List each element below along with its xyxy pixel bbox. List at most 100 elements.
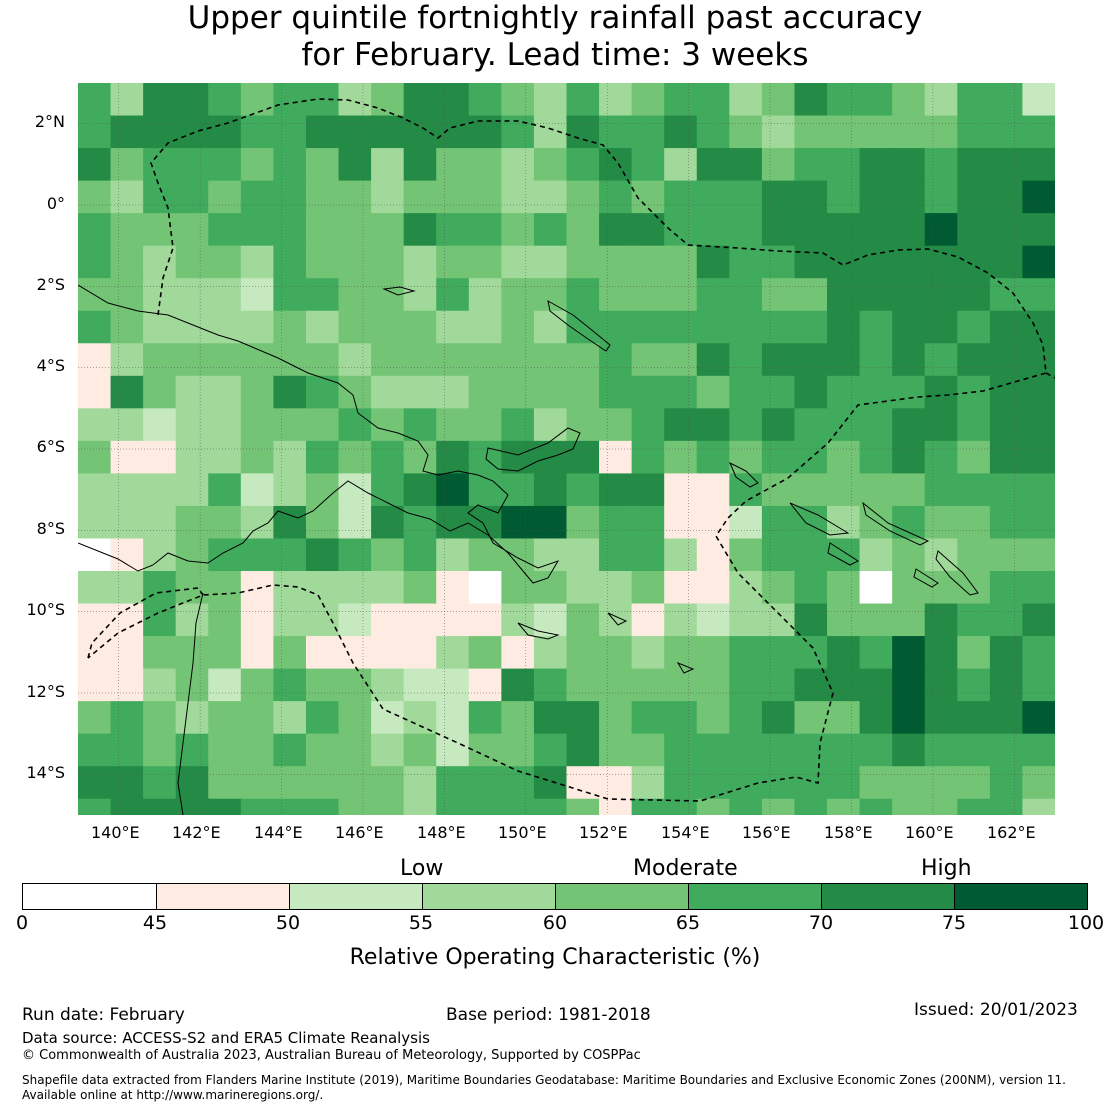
grid-cell [338,473,372,507]
grid-cell [794,701,828,735]
grid-cell [892,148,926,182]
grid-cell [273,603,307,637]
rainfall-accuracy-map[interactable] [78,83,1055,815]
grid-cell [273,733,307,767]
grid-cell [989,408,1024,442]
graticule-lines [78,83,1055,815]
lat-label-10s: 10°S [26,600,65,619]
grid-cell [859,538,893,572]
grid-cell [78,408,112,442]
grid-cell [729,83,763,117]
grid-cell [859,571,893,605]
grid-cell [859,115,893,149]
grid-cell [78,310,112,344]
grid-cell [957,798,991,815]
grid-cell [273,83,307,117]
grid-cell [729,571,763,605]
grid-cell [1022,636,1055,670]
legend-level-high: High [921,856,972,881]
grid-cell [566,798,600,815]
grid-cell [859,798,893,815]
grid-cell [305,603,340,637]
grid-cell [110,83,144,117]
grid-cell [273,440,307,474]
grid-cell [78,798,112,815]
grid-cell [110,571,144,605]
grid-cell [696,115,730,149]
grid-cell [892,701,926,735]
grid-cell [827,115,861,149]
grid-cell [664,440,698,474]
grid-cell [338,538,372,572]
grid-cell [859,766,893,800]
grid-cell [468,440,502,474]
grid-cell [599,148,633,182]
grid-cell [403,733,437,767]
grid-cell [403,213,437,247]
grid-cell [273,668,307,702]
grid-cell [631,603,665,637]
grid-cell [78,505,112,540]
grid-cell [208,538,242,572]
grid-cell [1022,701,1055,735]
grid-cell [696,701,730,735]
grid-cell [208,571,242,605]
grid-cell [110,408,144,442]
grid-cell [305,505,340,540]
grid-cell [892,505,926,540]
grid-cell [794,180,828,214]
grid-cell [761,440,796,474]
grid-cell [436,408,470,442]
grid-cell [631,733,665,767]
grid-cell [989,310,1024,344]
new-britain-coastline [485,427,581,472]
grid-cell [305,408,340,442]
grid-cell [175,505,209,540]
grid-cell [664,766,698,800]
lon-label-158e: 158°E [824,823,873,842]
grid-cell [273,310,307,344]
grid-cell [273,278,307,312]
grid-cell [273,766,307,800]
grid-cell [924,343,958,377]
grid-cell [957,245,991,279]
grid-cell [924,473,958,507]
grid-cell [729,798,763,815]
grid-cell [436,733,470,767]
grid-cell [794,473,828,507]
grid-cell [305,733,340,767]
colorbar-tick-0: 0 [15,912,29,934]
grid-cell [468,278,502,312]
grid-cell [664,538,698,572]
grid-cell [599,473,633,507]
grid-cell [468,701,502,735]
grid-cell [273,213,307,247]
grid-cell [110,505,144,540]
grid-cell [403,473,437,507]
grid-cell [143,636,177,670]
grid-cell [403,245,437,279]
grid-cell [599,668,633,702]
grid-cell [729,473,763,507]
grid-cell [631,213,665,247]
grid-cell [240,408,274,442]
grid-cell [371,408,405,442]
grid-cell [533,245,568,279]
grid-cell [1022,278,1055,312]
grid-cell [468,603,502,637]
grid-cell [631,668,665,702]
grid-cell [501,148,535,182]
grid-cell [175,538,209,572]
roc-grid-cells [78,83,1055,815]
grid-cell [989,180,1024,214]
grid-cell [403,701,437,735]
map-panel[interactable] [78,83,1055,815]
grid-cell [78,343,112,377]
grid-cell [729,603,763,637]
grid-cell [989,115,1024,149]
grid-cell [403,83,437,117]
grid-cell [403,180,437,214]
grid-cell [468,636,502,670]
grid-cell [175,408,209,442]
grid-cell [892,375,926,409]
